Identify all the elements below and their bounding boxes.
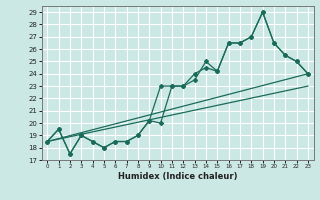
X-axis label: Humidex (Indice chaleur): Humidex (Indice chaleur) [118,172,237,181]
